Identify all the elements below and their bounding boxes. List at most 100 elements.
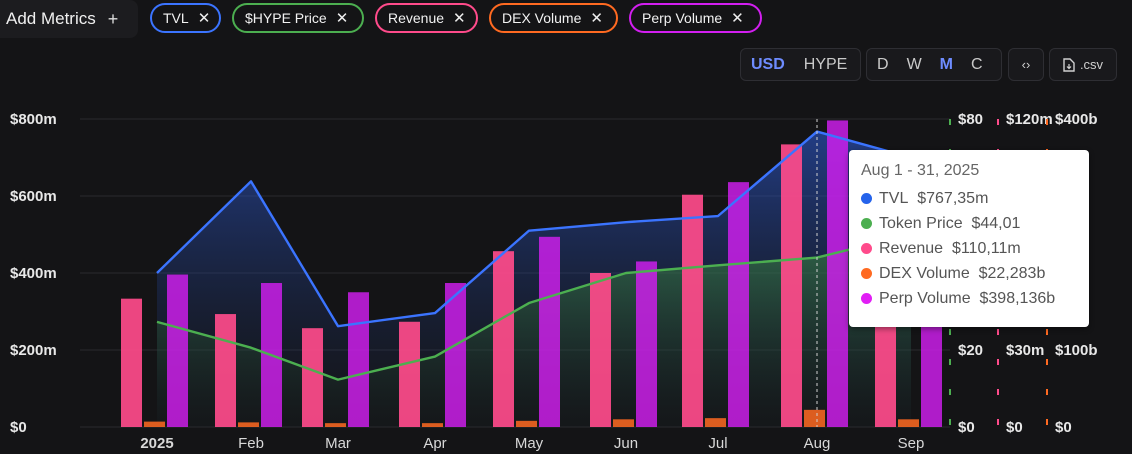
currency-usd-button[interactable]: USD [751,55,785,73]
add-metrics-label: Add Metrics [6,9,96,28]
revenue-bar [781,144,802,427]
y-tick-label: $100b [1055,342,1098,359]
bar-series [121,120,942,428]
revenue-bar [215,314,236,427]
legend-dot [861,268,872,279]
revenue-bar [682,194,703,427]
add-metrics-button[interactable]: Add Metrics + [0,0,138,38]
y-tick-label: $20 [958,342,983,359]
perp-volume-bar [167,274,188,427]
tooltip-row: Token Price $44,01 [861,211,1089,236]
legend-dot [861,243,872,254]
metric-pill-dex-volume[interactable]: DEX Volume ✕ [489,3,618,33]
dex-volume-bar [238,422,259,427]
currency-toggle: USD HYPE [740,48,861,81]
y-tick-label: $0 [10,419,27,436]
currency-hype-button[interactable]: HYPE [803,55,848,73]
tooltip-row-text: DEX Volume $22,283b [879,264,1046,282]
x-tick-label: Apr [423,435,446,452]
download-csv-button[interactable]: .csv [1049,48,1117,81]
y-tick-label: $400m [10,265,57,282]
revenue-bar [399,321,420,427]
x-tick-label: Mar [325,435,351,452]
metric-pill-label: DEX Volume [502,10,582,26]
close-icon[interactable]: ✕ [197,10,211,27]
code-icon: ‹› [1021,57,1031,72]
revenue-bar [590,273,611,427]
close-icon[interactable]: ✕ [731,10,744,27]
revenue-bar [493,251,514,427]
y-tick-label: $400b [1055,111,1098,128]
x-axis: 2025 Feb Mar Apr May Jun Jul Aug Sep [140,435,924,452]
tooltip-row-text: TVL $767,35m [879,189,989,207]
legend-dot [861,218,872,229]
metric-pill-label: Revenue [388,10,445,26]
y-tick-label: $0 [1055,419,1072,436]
granularity-toggle: D W M C [866,48,1002,81]
dex-volume-bar [516,420,537,427]
granularity-week-button[interactable]: W [906,55,922,73]
x-tick-label: Jul [708,435,727,452]
embed-button[interactable]: ‹› [1008,48,1044,81]
x-tick-label: May [515,435,544,452]
perp-volume-bar [728,182,749,427]
chart-tooltip: Aug 1 - 31, 2025 TVL $767,35m Token Price… [849,150,1089,327]
metric-pill-revenue[interactable]: Revenue ✕ [375,3,478,33]
metric-pill-label: $HYPE Price [245,10,327,26]
y-tick-label: $120m [1006,111,1053,128]
y-tick-label: $200m [10,342,57,359]
tooltip-title: Aug 1 - 31, 2025 [861,162,980,179]
granularity-month-button[interactable]: M [939,55,953,73]
tooltip-row-text: Perp Volume $398,136b [879,289,1056,307]
x-tick-label: Jun [614,435,638,452]
dex-volume-bar [705,418,726,427]
metric-pill-hype-price[interactable]: $HYPE Price ✕ [232,3,364,33]
tooltip-row: TVL $767,35m [861,186,1089,211]
x-tick-label: 2025 [140,435,173,452]
file-icon [1063,57,1075,72]
revenue-bar [121,298,142,427]
metric-pill-label: TVL [163,10,189,26]
dex-volume-bar [613,419,634,427]
y-tick-label: $0 [958,419,975,436]
y-tick-label: $30m [1006,342,1044,359]
token-price-line [156,233,912,381]
y-tick-label: $800m [10,111,57,128]
line-series [156,130,912,381]
legend-dot [861,293,872,304]
perp-volume-bar [539,236,560,427]
dex-volume-bar [898,419,919,427]
close-icon[interactable]: ✕ [335,10,349,27]
close-icon[interactable]: ✕ [453,10,466,27]
dex-volume-bar [804,409,825,427]
dex-volume-bar [144,421,165,427]
tooltip-row: Perp Volume $398,136b [861,286,1089,311]
y-tick-label: $600m [10,188,57,205]
perp-volume-bar [445,283,466,427]
granularity-cumulative-button[interactable]: C [971,55,983,73]
x-tick-label: Sep [898,435,925,452]
metric-pill-perp-volume[interactable]: Perp Volume ✕ [629,3,762,33]
tvl-line [156,130,912,328]
revenue-bar [302,328,323,427]
tooltip-row: Revenue $110,11m [861,236,1089,261]
dex-volume-bar [325,423,346,427]
perp-volume-bar [348,292,369,427]
toolbar: Add Metrics + TVL ✕ $HYPE Price ✕ Revenu… [0,0,1132,38]
x-tick-label: Feb [238,435,264,452]
tooltip-row: DEX Volume $22,283b [861,261,1089,286]
tooltip-row-text: Token Price $44,01 [879,214,1021,232]
y-tick-label: $0 [1006,419,1023,436]
legend-dot [861,193,872,204]
x-tick-label: Aug [804,435,831,452]
dex-volume-bar [422,423,443,427]
close-icon[interactable]: ✕ [590,10,603,27]
metric-pill-tvl[interactable]: TVL ✕ [150,3,221,33]
tooltip-row-text: Revenue $110,11m [879,239,1021,257]
granularity-day-button[interactable]: D [877,55,889,73]
csv-label: .csv [1079,57,1104,72]
metric-pill-label: Perp Volume [642,10,723,26]
left-axis: $0 $200m $400m $600m $800m [10,111,57,436]
perp-volume-bar [636,261,657,427]
